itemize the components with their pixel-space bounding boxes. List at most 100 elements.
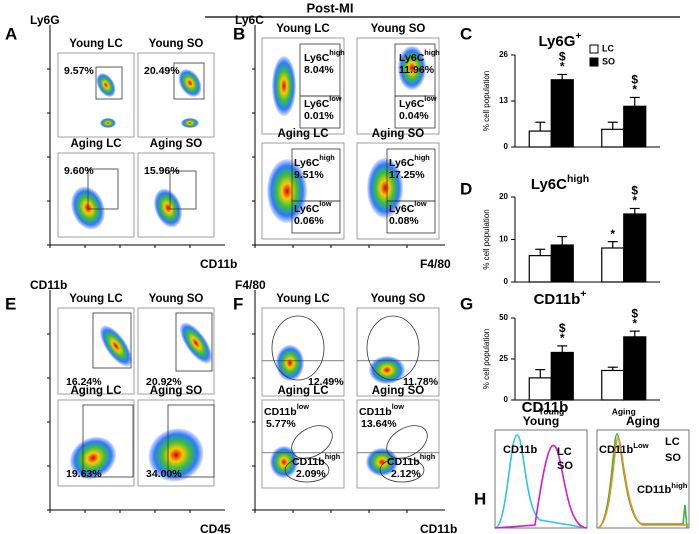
y-tick-label: 0 (504, 142, 509, 151)
plot-title: Young LC (276, 23, 329, 35)
text-sup: high (329, 48, 345, 57)
bar (528, 255, 552, 283)
bar (601, 128, 625, 148)
x-axis-label: CD11b (200, 257, 237, 271)
text-base: Ly6C (399, 98, 425, 110)
significance-marker: $ (559, 50, 566, 64)
gate-percent: 0.06% (294, 215, 324, 227)
chart-title: Ly6Chigh (531, 173, 589, 193)
gate (92, 312, 132, 369)
plot-frame (356, 307, 440, 397)
cell-density (276, 345, 304, 381)
histogram-label: SO (557, 460, 573, 472)
text-sup: high (567, 173, 589, 185)
significance-marker: $ (559, 321, 566, 335)
gate-percent: 20.49% (144, 65, 180, 77)
cell-density (148, 428, 204, 482)
significance-marker: $ (631, 306, 638, 320)
gate (95, 66, 123, 100)
x-axis-label: F4/80 (420, 257, 451, 271)
gate (175, 312, 213, 372)
panel-title: CD11b (522, 399, 569, 416)
histogram-label: CD11b (503, 444, 538, 456)
gate (284, 457, 330, 483)
gate-percent: 11.96% (399, 64, 435, 76)
chart-title: Ly6G+ (538, 30, 581, 50)
gate-percent: 8.04% (304, 64, 334, 76)
plot-title: Aging LC (277, 128, 328, 140)
x-axis-label: CD45 (200, 522, 231, 534)
gate-percent: 5.77% (266, 418, 296, 430)
panel-letter: G (460, 294, 473, 313)
plot-title: Young SO (149, 293, 204, 305)
panel-letter: B (233, 24, 245, 43)
panel-letter: H (474, 489, 486, 508)
plot-title: Aging LC (70, 138, 121, 150)
plot-title: Young LC (276, 293, 329, 305)
y-tick-label: 50 (499, 313, 508, 322)
panel-letter: C (460, 24, 472, 43)
legend-label: LC (602, 43, 614, 53)
plot-frame (356, 37, 440, 135)
plot-frame (261, 307, 345, 397)
text-sup: high (414, 153, 430, 162)
gate-name: Ly6Chigh (389, 153, 430, 168)
significance-marker: * (560, 331, 565, 345)
gate (394, 95, 436, 129)
plot-title: Aging SO (150, 138, 202, 150)
x-tick-label: Aging (612, 406, 636, 416)
gate (379, 457, 425, 483)
text-base: CD11b (264, 406, 297, 418)
cell-density (181, 118, 199, 128)
text-base: Ly6G (538, 33, 575, 50)
gate-percent: 12.49% (308, 376, 344, 388)
cell-density (69, 436, 117, 480)
plot-title: Young SO (371, 23, 426, 35)
plot-title: Aging SO (372, 385, 424, 397)
cell-density (367, 158, 403, 218)
cell-density (100, 118, 116, 128)
panel-letter: E (5, 294, 16, 313)
chart-title: CD11b+ (534, 288, 587, 308)
y-tick-label: 25 (499, 354, 508, 363)
legend-swatch (589, 44, 599, 54)
plot-title: Young LC (69, 38, 122, 50)
y-axis-label: Ly6G (30, 13, 60, 27)
histogram-label: CD11bhigh (637, 481, 688, 496)
gate-percent: 0.04% (399, 110, 429, 122)
y-axis-label: % cell population (482, 329, 491, 389)
plot-title: Young LC (69, 293, 122, 305)
text-sup: + (575, 30, 581, 42)
text-sup: low (392, 402, 405, 411)
text-base: Ly6C (531, 176, 567, 193)
gate-name: Ly6Chigh (304, 48, 345, 63)
gate-name: Ly6Clow (399, 94, 437, 109)
bar (601, 369, 625, 401)
text-sup: low (424, 94, 437, 103)
histogram-label: LC (665, 436, 680, 448)
histogram-curve (596, 437, 689, 529)
text-sup: + (580, 288, 586, 300)
histogram-label: SO (665, 452, 681, 464)
y-axis-label: % cell population (482, 209, 491, 269)
y-axis-label: CD11b (30, 278, 67, 292)
gate (291, 200, 341, 234)
gate (386, 200, 436, 234)
y-tick-label: 26 (499, 50, 508, 59)
gate-name: Ly6Clow (389, 199, 427, 214)
significance-marker: * (632, 194, 637, 208)
significance-marker: * (632, 83, 637, 97)
cell-density (96, 73, 116, 97)
y-axis-label: % cell population (482, 71, 491, 131)
cell-density (272, 56, 296, 116)
text-sup: low (297, 402, 310, 411)
gate (82, 404, 134, 478)
gate (167, 404, 215, 478)
significance-marker: $ (631, 73, 638, 87)
panel-letter: D (460, 179, 472, 198)
histogram-label: CD11bLow (599, 441, 649, 456)
gate-name: Ly6Chigh (294, 153, 335, 168)
text-base: SO (665, 452, 681, 464)
gate-percent: 19.63% (66, 468, 102, 480)
cell-density (398, 46, 426, 90)
